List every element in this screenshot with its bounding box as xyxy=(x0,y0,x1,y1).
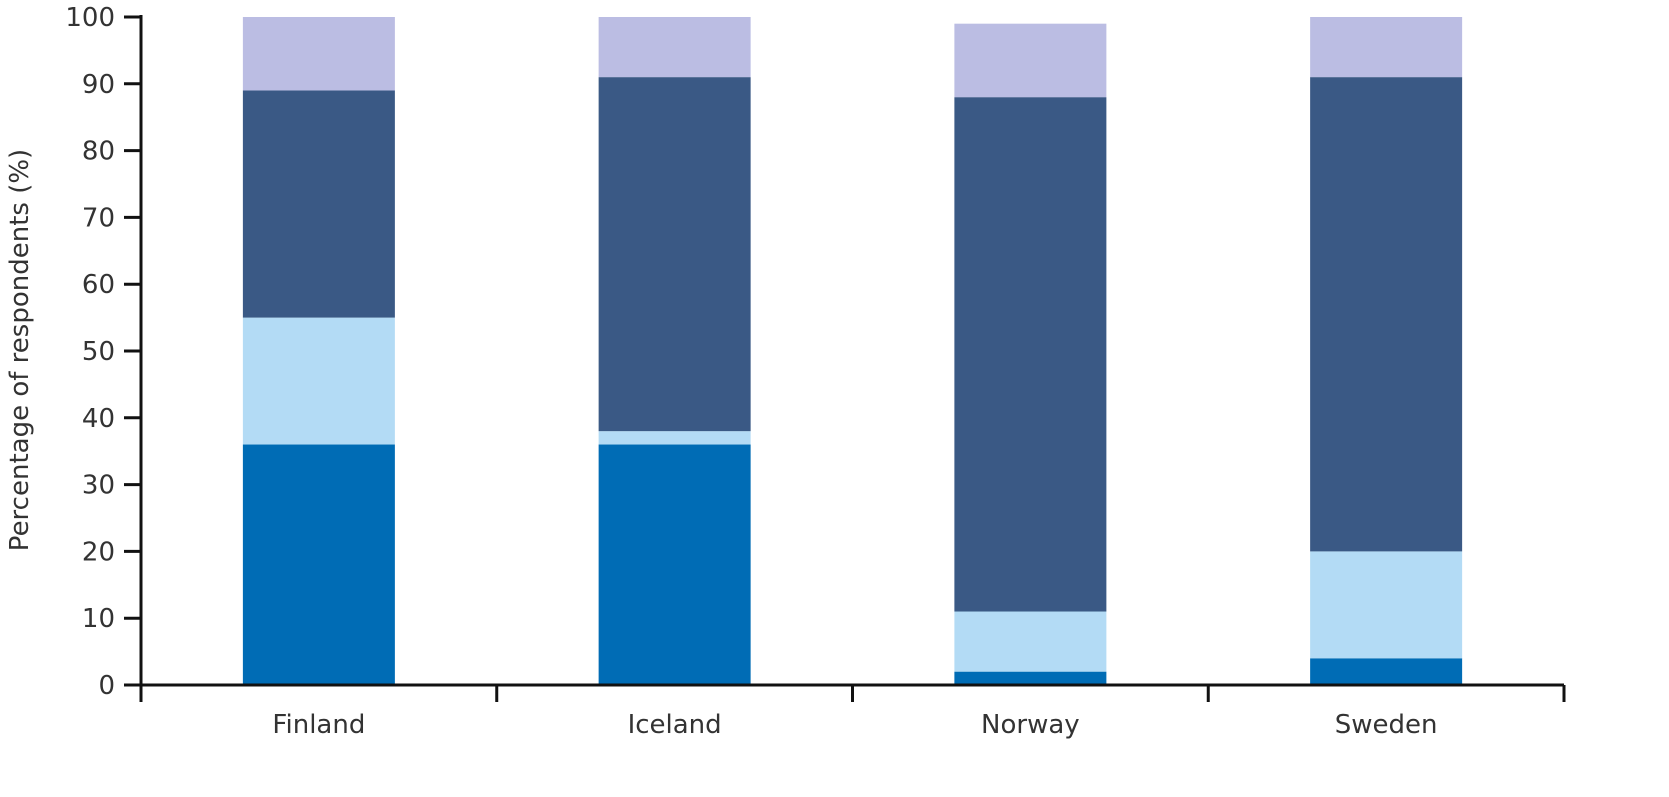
bar-segment-sweden-2 xyxy=(1310,551,1463,659)
y-tick-label: 60 xyxy=(82,270,115,300)
ticks-layer: Finland Iceland Norway Sweden 0 10 20 30 40 50 60 7… xyxy=(65,3,1437,740)
y-tick-label: 90 xyxy=(82,70,115,100)
bar-segment-iceland-4 xyxy=(598,17,751,78)
bar-segment-finland-1 xyxy=(242,444,395,685)
y-tick-label: 70 xyxy=(82,203,115,233)
bar-segment-norway-2 xyxy=(954,611,1107,672)
bars-layer xyxy=(242,17,1463,685)
y-tick-label: 0 xyxy=(98,671,115,701)
bar-segment-iceland-3 xyxy=(598,77,751,432)
y-tick-label: 80 xyxy=(82,137,115,167)
bar-segment-sweden-1 xyxy=(1310,658,1463,685)
bar-segment-sweden-4 xyxy=(1310,17,1463,78)
bar-segment-norway-4 xyxy=(954,23,1107,98)
bar-segment-finland-3 xyxy=(242,90,395,318)
bar-segment-finland-4 xyxy=(242,17,395,91)
bar-segment-sweden-3 xyxy=(1310,77,1463,552)
y-tick-label: 40 xyxy=(82,404,115,434)
x-tick-label: Sweden xyxy=(1335,710,1438,740)
y-tick-label: 10 xyxy=(82,604,115,634)
bar-segment-norway-1 xyxy=(954,671,1107,685)
y-tick-label: 20 xyxy=(82,537,115,567)
bar-segment-finland-2 xyxy=(242,317,395,445)
axes-layer xyxy=(124,15,1566,702)
x-tick-label: Finland xyxy=(272,710,365,740)
y-tick-label: 30 xyxy=(82,471,115,501)
x-tick-label: Iceland xyxy=(628,710,722,740)
y-tick-label: 100 xyxy=(65,3,115,33)
y-tick-label: 50 xyxy=(82,337,115,367)
bar-segment-iceland-2 xyxy=(598,431,751,445)
y-axis-title: Percentage of respondents (%) xyxy=(5,149,35,551)
bar-segment-norway-3 xyxy=(954,97,1107,612)
bar-segment-iceland-1 xyxy=(598,444,751,685)
x-tick-label: Norway xyxy=(981,710,1080,740)
